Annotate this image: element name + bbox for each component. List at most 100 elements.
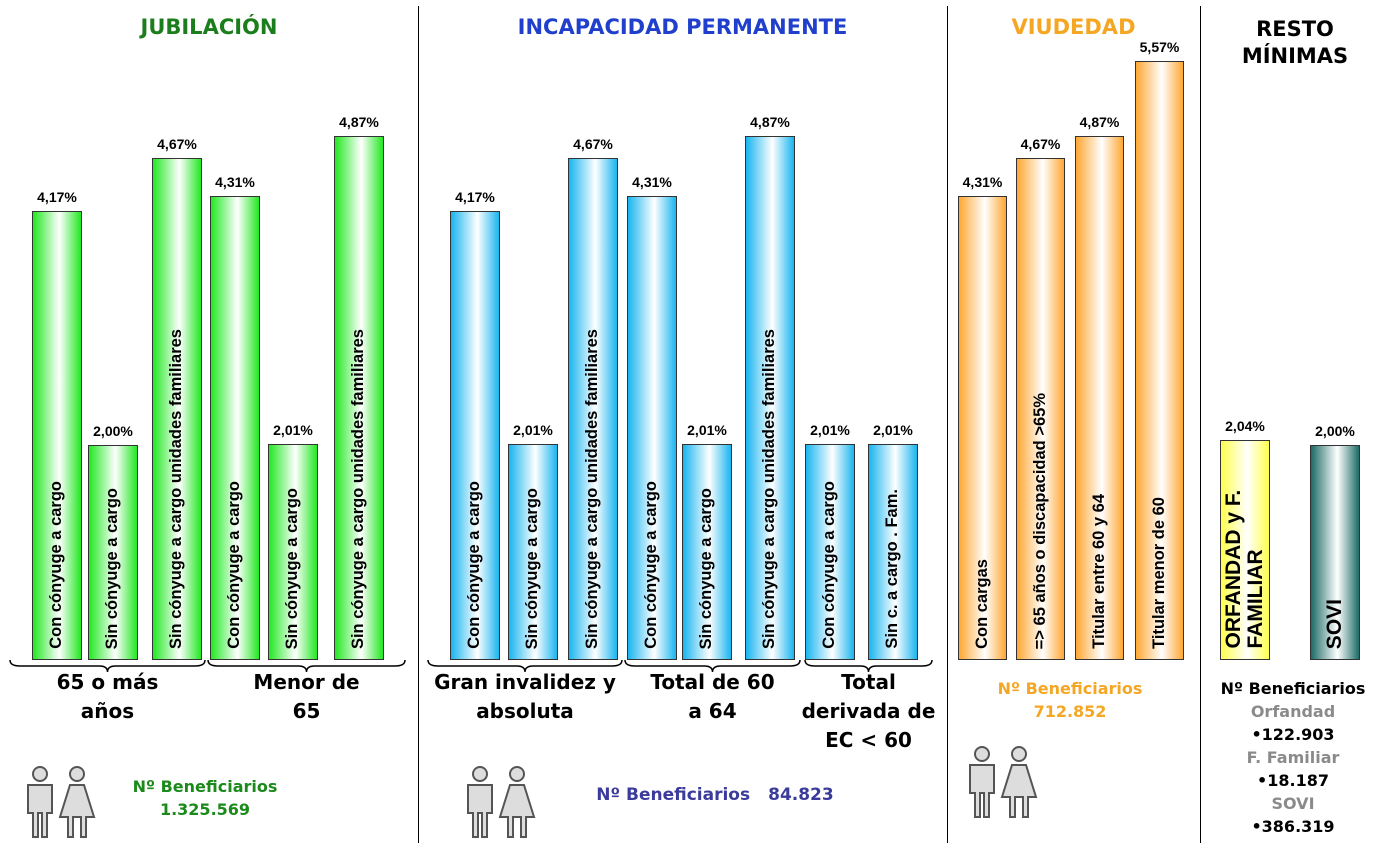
bar-label: Titular entre 60 y 64 [1089, 494, 1108, 649]
beneficiaries-value: •18.187 [1257, 771, 1329, 790]
group-label: Menor de 65 [253, 670, 360, 723]
bar-label: Sin c. a cargo . Fam. [883, 489, 902, 649]
value-label: 2,01% [273, 421, 313, 438]
bar: Con cónyuge a cargo [627, 196, 677, 660]
bar-label: Con cónyuge a cargo [465, 481, 484, 649]
icon-woman-body [1000, 764, 1038, 818]
icon-man-head [472, 766, 488, 782]
beneficiaries-name: Orfandad [1250, 702, 1336, 721]
value-label: 4,31% [215, 174, 255, 191]
icon-man-body [467, 784, 493, 838]
beneficiaries: Nº Beneficiarios 1.325.569 [115, 775, 295, 821]
bar: Con cargas [958, 196, 1007, 660]
bar: SOVI [1310, 444, 1360, 660]
value-label: 2,01% [687, 421, 727, 438]
beneficiaries: Nº Beneficiarios Orfandad •122.903 F. Famil… [1200, 677, 1386, 838]
bar: Titular menor de 60 [1135, 60, 1184, 660]
group-brace [207, 659, 406, 673]
bar-label: Con cónyuge a cargo [225, 481, 244, 649]
bar: Con cónyuge a cargo [805, 443, 855, 660]
value-label: 2,01% [810, 421, 850, 438]
icon-woman-head [69, 766, 85, 782]
bar: Con cónyuge a cargo [32, 211, 82, 660]
beneficiaries-name: SOVI [1271, 794, 1315, 813]
bar: Sin cónyuge a cargo [508, 443, 558, 660]
value-label: 2,01% [513, 421, 553, 438]
bar-label: Con cónyuge a cargo [642, 481, 661, 649]
bar-label: SOVI [1322, 598, 1346, 649]
beneficiaries-label: Nº Beneficiarios [1220, 679, 1366, 698]
group-label: Total de 60 a 64 [650, 670, 775, 723]
bar-label: Con cargas [972, 559, 991, 649]
bar: Titular entre 60 y 64 [1075, 135, 1124, 660]
group-label: Total derivada de EC < 60 [801, 670, 936, 752]
beneficiaries-label: Nº Beneficiarios [997, 679, 1143, 698]
beneficiaries-label: Nº Beneficiarios [596, 785, 751, 805]
bar: Con cónyuge a cargo [210, 196, 260, 660]
value-label: 5,57% [1139, 38, 1180, 55]
bar: Sin cónyuge a cargo [682, 443, 732, 660]
bar: Sin cónyuge a cargo unidades familiares [568, 157, 618, 660]
value-label: 4,67% [157, 135, 197, 152]
bar-label: Sin cónyuge a cargo unidades familiares [760, 328, 779, 649]
value-label: 2,00% [1315, 422, 1355, 439]
bar-label: Titular menor de 60 [1149, 497, 1168, 649]
value-label: 4,87% [1079, 113, 1120, 130]
bar: Sin cónyuge a cargo unidades familiares [745, 135, 795, 660]
panel-title: RESTO MÍNIMAS [1241, 17, 1349, 68]
bar-label: Sin cónyuge a cargo unidades familiares [583, 328, 602, 649]
value-label: 2,01% [873, 421, 913, 438]
bar: Sin c. a cargo . Fam. [868, 443, 918, 660]
value-label: 2,04% [1225, 418, 1265, 435]
panel-title: INCAPACIDAD PERMANENTE [517, 15, 848, 39]
bar-label: ORFANDAD y F. FAMILIAR [1221, 490, 1267, 649]
beneficiaries: Nº Beneficiarios 712.852 [975, 677, 1165, 723]
bar-label: Con cónyuge a cargo [47, 481, 66, 649]
bar: Con cónyuge a cargo [450, 211, 500, 660]
group-brace [427, 659, 623, 673]
separator [947, 6, 948, 843]
beneficiaries-value: •122.903 [1251, 725, 1335, 744]
beneficiaries-value: 712.852 [1033, 702, 1107, 721]
group-label: 65 o más años [56, 670, 159, 723]
group-brace [9, 659, 206, 673]
beneficiaries-value: 84.823 [768, 785, 834, 805]
group-brace [624, 659, 801, 673]
bar: Sin cónyuge a cargo [88, 444, 138, 660]
value-label: 4,31% [962, 174, 1003, 191]
beneficiaries-value: •386.319 [1251, 817, 1335, 836]
bar: ORFANDAD y F. FAMILIAR [1220, 440, 1270, 660]
beneficiaries-label: Nº Beneficiarios [132, 777, 278, 796]
icon-woman-body [58, 784, 96, 838]
bar-label: Con cónyuge a cargo [820, 481, 839, 649]
value-label: 4,17% [455, 189, 495, 206]
icon-man-head [32, 766, 48, 782]
value-label: 4,31% [632, 174, 672, 191]
icon-woman-head [1011, 746, 1027, 762]
icon-woman-body [498, 784, 536, 838]
separator [418, 6, 419, 843]
beneficiaries-name: F. Familiar [1246, 748, 1340, 767]
group-brace [804, 659, 933, 673]
separator [1200, 6, 1201, 843]
panel-title: VIUDEDAD [1011, 15, 1136, 39]
value-label: 2,00% [93, 422, 133, 439]
icon-man-body [27, 784, 53, 838]
beneficiaries: Nº Beneficiarios 84.823 [560, 784, 870, 807]
bar-label: Sin cónyuge a cargo [283, 487, 302, 649]
bar-label: Sin cónyuge a cargo [103, 487, 122, 649]
bar-label: Sin cónyuge a cargo [523, 487, 542, 649]
bar-label: Sin cónyuge a cargo unidades familiares [167, 328, 186, 649]
icon-man-head [974, 746, 990, 762]
panel-title: JUBILACIÓN [140, 15, 278, 39]
icon-man-body [969, 764, 995, 818]
bar: Sin cónyuge a cargo unidades familiares [152, 157, 202, 660]
bar: => 65 años o discapacidad >65% [1016, 157, 1065, 660]
bar: Sin cónyuge a cargo [268, 443, 318, 660]
value-label: 4,87% [750, 113, 790, 130]
bar-label: Sin cónyuge a cargo [697, 487, 716, 649]
bar: Sin cónyuge a cargo unidades familiares [334, 135, 384, 660]
value-label: 4,17% [37, 189, 77, 206]
